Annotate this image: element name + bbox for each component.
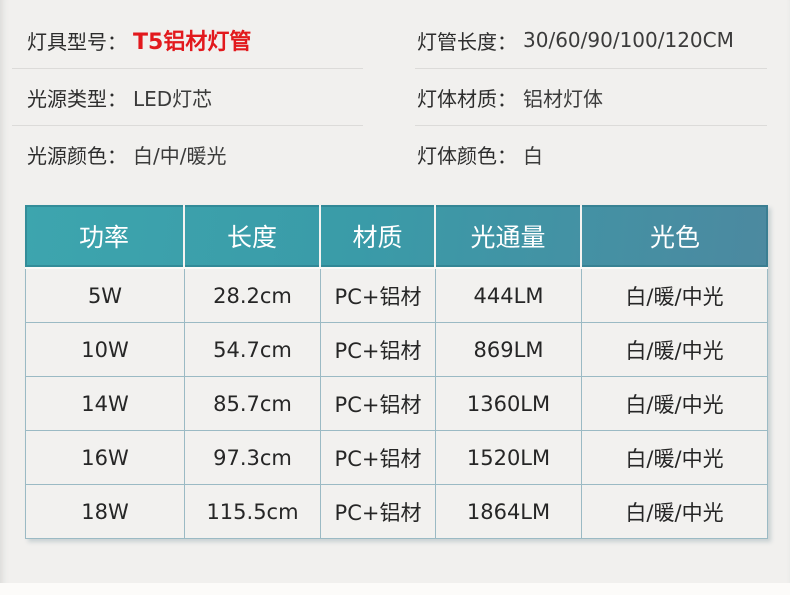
cell-power: 5W	[25, 269, 185, 323]
table-row-18w: 18W 115.5cm PC+铝材 1864LM 白/暖/中光	[25, 485, 768, 539]
cell-material: PC+铝材	[321, 323, 436, 377]
spec-table: 功率 长度 材质 光通量 光色 5W 28.2cm PC+铝材 444LM 白/…	[25, 205, 768, 539]
table-row-14w: 14W 85.7cm PC+铝材 1360LM 白/暖/中光	[25, 377, 768, 431]
cell-power: 14W	[25, 377, 185, 431]
cell-material: PC+铝材	[321, 431, 436, 485]
spec-tube-length-value: 30/60/90/100/120CM	[523, 28, 734, 52]
spec-lamp-model: 灯具型号： T5铝材灯管	[0, 12, 390, 68]
spec-light-source-color-label: 光源颜色：	[27, 143, 127, 168]
spec-lamp-model-value: T5铝材灯管	[133, 30, 252, 55]
divider	[12, 68, 363, 69]
spec-light-source-color: 光源颜色： 白/中/暖光	[0, 126, 390, 182]
divider	[415, 125, 767, 126]
col-header-length: 长度	[185, 205, 321, 267]
col-header-power: 功率	[25, 205, 185, 267]
col-header-material: 材质	[321, 205, 436, 267]
cell-material: PC+铝材	[321, 485, 436, 539]
spec-tube-length-label: 灯管长度：	[417, 29, 517, 54]
spec-table-header: 功率 长度 材质 光通量 光色	[25, 205, 768, 267]
cell-luminous-flux: 869LM	[436, 323, 582, 377]
cell-light-color: 白/暖/中光	[582, 323, 768, 377]
divider	[415, 68, 767, 69]
cell-light-color: 白/暖/中光	[582, 269, 768, 323]
cell-light-color: 白/暖/中光	[582, 431, 768, 485]
cell-luminous-flux: 1360LM	[436, 377, 582, 431]
table-row-10w: 10W 54.7cm PC+铝材 869LM 白/暖/中光	[25, 323, 768, 377]
spec-list-right: 灯管长度： 30/60/90/100/120CM 灯体材质： 铝材灯体 灯体颜色…	[390, 12, 790, 182]
cell-length: 28.2cm	[185, 269, 321, 323]
spec-lamp-model-label: 灯具型号：	[27, 29, 127, 54]
cell-length: 85.7cm	[185, 377, 321, 431]
spec-body-material-label: 灯体材质：	[417, 86, 517, 111]
cell-power: 18W	[25, 485, 185, 539]
divider	[12, 125, 363, 126]
spec-body-material: 灯体材质： 铝材灯体	[390, 69, 790, 125]
cell-luminous-flux: 444LM	[436, 269, 582, 323]
spec-body-color: 灯体颜色： 白	[390, 126, 790, 182]
spec-light-source-type-label: 光源类型：	[27, 86, 127, 111]
spec-tube-length: 灯管长度： 30/60/90/100/120CM	[390, 12, 790, 68]
col-header-light-color: 光色	[649, 223, 700, 252]
col-header-luminous-flux: 光通量	[436, 205, 582, 267]
cell-luminous-flux: 1864LM	[436, 485, 582, 539]
table-row-16w: 16W 97.3cm PC+铝材 1520LM 白/暖/中光	[25, 431, 768, 485]
spec-body-material-value: 铝材灯体	[523, 86, 603, 111]
header-body-gap	[25, 267, 768, 269]
spec-body-color-label: 灯体颜色：	[417, 143, 517, 168]
cell-length: 97.3cm	[185, 431, 321, 485]
spec-light-source-type-value: LED灯芯	[133, 86, 213, 111]
cell-light-color: 白/暖/中光	[582, 485, 768, 539]
spec-body-color-value: 白	[523, 143, 543, 168]
spec-list-left: 灯具型号： T5铝材灯管 光源类型： LED灯芯 光源颜色： 白/中/暖光	[0, 12, 390, 182]
cell-power: 10W	[25, 323, 185, 377]
cell-luminous-flux: 1520LM	[436, 431, 582, 485]
spec-light-source-color-value: 白/中/暖光	[133, 143, 227, 168]
cell-length: 54.7cm	[185, 323, 321, 377]
cell-light-color: 白/暖/中光	[582, 377, 768, 431]
spec-light-source-type: 光源类型： LED灯芯	[0, 69, 390, 125]
cell-material: PC+铝材	[321, 269, 436, 323]
bottom-edge	[0, 583, 790, 595]
cell-power: 16W	[25, 431, 185, 485]
cell-length: 115.5cm	[185, 485, 321, 539]
cell-material: PC+铝材	[321, 377, 436, 431]
table-row-5w: 5W 28.2cm PC+铝材 444LM 白/暖/中光	[25, 269, 768, 323]
